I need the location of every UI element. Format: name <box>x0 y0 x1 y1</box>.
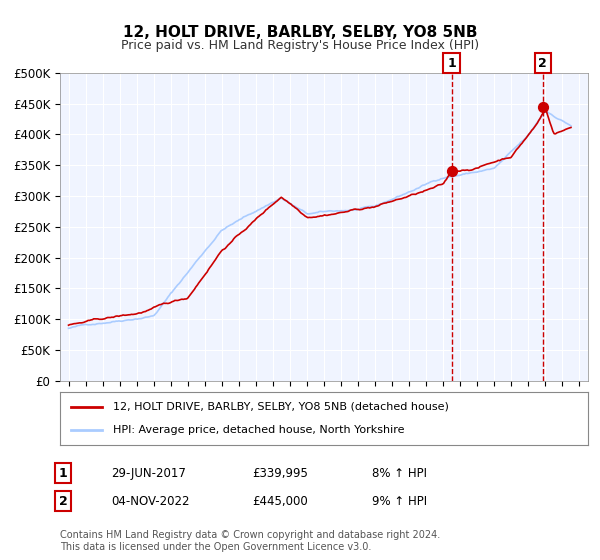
Text: 2: 2 <box>59 494 67 508</box>
Text: 9% ↑ HPI: 9% ↑ HPI <box>372 494 427 508</box>
Text: Price paid vs. HM Land Registry's House Price Index (HPI): Price paid vs. HM Land Registry's House … <box>121 39 479 52</box>
Point <box>447 167 457 176</box>
Text: 29-JUN-2017: 29-JUN-2017 <box>111 466 186 480</box>
Text: 12, HOLT DRIVE, BARLBY, SELBY, YO8 5NB (detached house): 12, HOLT DRIVE, BARLBY, SELBY, YO8 5NB (… <box>113 402 449 412</box>
Text: 12, HOLT DRIVE, BARLBY, SELBY, YO8 5NB: 12, HOLT DRIVE, BARLBY, SELBY, YO8 5NB <box>123 25 477 40</box>
Text: 1: 1 <box>59 466 67 480</box>
Text: £339,995: £339,995 <box>252 466 308 480</box>
Text: £445,000: £445,000 <box>252 494 308 508</box>
Text: HPI: Average price, detached house, North Yorkshire: HPI: Average price, detached house, Nort… <box>113 425 404 435</box>
Text: 1: 1 <box>447 57 456 70</box>
Text: 04-NOV-2022: 04-NOV-2022 <box>111 494 190 508</box>
Text: Contains HM Land Registry data © Crown copyright and database right 2024.
This d: Contains HM Land Registry data © Crown c… <box>60 530 440 552</box>
Text: 8% ↑ HPI: 8% ↑ HPI <box>372 466 427 480</box>
Text: 2: 2 <box>538 57 547 70</box>
Point <box>538 102 547 111</box>
